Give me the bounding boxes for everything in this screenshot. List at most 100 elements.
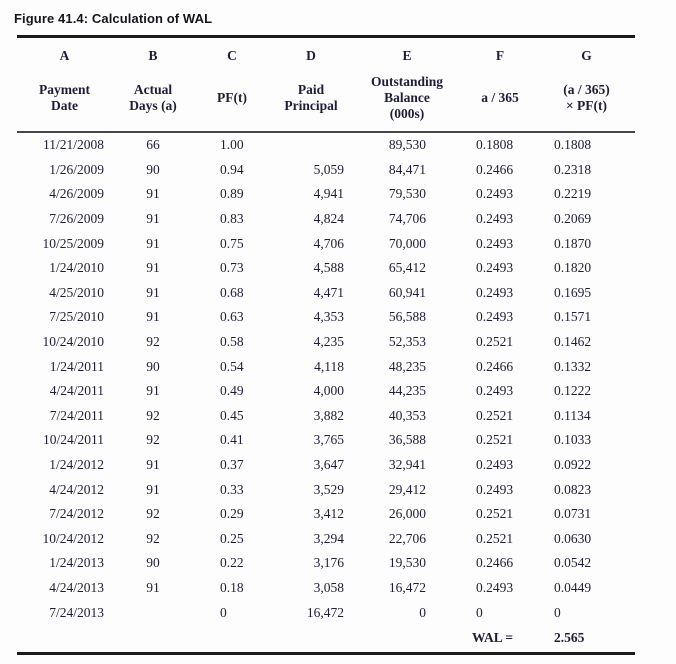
header-outstanding-balance: Outstanding Balance (000s) xyxy=(352,70,462,133)
table-cell: 0.1820 xyxy=(554,260,592,276)
table-cell: 91 xyxy=(146,235,160,251)
table-cell: 0.0449 xyxy=(554,579,592,595)
table-cell: 4/24/2013 xyxy=(49,579,104,595)
table-cell: 0.18 xyxy=(220,579,244,595)
table-cell: 91 xyxy=(146,284,160,300)
wal-calculation-table: A B C D E F G Payment Date Actual Days (… xyxy=(17,35,635,655)
table-cell: 3,294 xyxy=(313,530,344,546)
table-cell: 0.94 xyxy=(220,161,244,177)
column-letters-row: A B C D E F G xyxy=(17,37,635,71)
table-row: 7/24/2012 92 0.29 3,412 26,000 0.2521 0.0731 xyxy=(17,502,635,527)
table-cell: 0.2521 xyxy=(476,506,514,522)
table-cell: 79,530 xyxy=(388,186,426,202)
table-cell: 4,824 xyxy=(313,211,344,227)
table-cell: 90 xyxy=(146,161,160,177)
table-cell xyxy=(270,132,352,158)
table-cell: 7/26/2009 xyxy=(49,211,104,227)
table-cell: 0.2318 xyxy=(554,161,592,177)
table-cell: 74,706 xyxy=(388,211,426,227)
table-cell: 0.2493 xyxy=(476,211,514,227)
table-row: 4/24/2012 91 0.33 3,529 29,412 0.2493 0.0823 xyxy=(17,477,635,502)
column-letter-f: F xyxy=(495,48,505,63)
table-cell: 0.2493 xyxy=(476,457,514,473)
column-letter-b: B xyxy=(148,48,158,63)
table-cell: 10/25/2009 xyxy=(42,235,104,251)
table-cell: 4,588 xyxy=(313,260,344,276)
table-cell: 5,059 xyxy=(313,161,344,177)
table-cell: 4,118 xyxy=(314,358,344,374)
table-cell: 0.83 xyxy=(220,211,244,227)
table-cell: 60,941 xyxy=(388,284,426,300)
table-cell: 0.2521 xyxy=(476,334,514,350)
table-row: 11/21/2008 66 1.00 89,530 0.1808 0.1808 xyxy=(17,132,635,158)
table-row: 1/24/2012 91 0.37 3,647 32,941 0.2493 0.0922 xyxy=(17,453,635,478)
table-row: 7/24/2011 92 0.45 3,882 40,353 0.2521 0.1134 xyxy=(17,404,635,429)
table-row: 10/24/2010 92 0.58 4,235 52,353 0.2521 0.1462 xyxy=(17,330,635,355)
table-cell: 44,235 xyxy=(388,383,426,399)
table-cell: 0.1870 xyxy=(554,235,592,251)
table-cell: 3,765 xyxy=(313,432,344,448)
table-cell: 91 xyxy=(146,457,160,473)
table-cell: 10/24/2011 xyxy=(42,432,104,448)
table-cell: 90 xyxy=(146,358,160,374)
table-cell: 16,472 xyxy=(306,604,344,620)
table-cell: 92 xyxy=(146,432,160,448)
table-cell: 0.2493 xyxy=(476,579,514,595)
table-cell: 92 xyxy=(146,407,160,423)
table-cell: 66 xyxy=(146,137,160,153)
table-cell: 36,588 xyxy=(388,432,426,448)
wal-value: 2.565 xyxy=(554,630,585,646)
table-cell: 0.2493 xyxy=(476,383,514,399)
table-cell: 90 xyxy=(146,555,160,571)
table-cell: 0.89 xyxy=(220,186,244,202)
table-cell: 91 xyxy=(146,186,160,202)
table-cell: 4,941 xyxy=(313,186,344,202)
table-cell: 56,588 xyxy=(388,309,426,325)
table-cell: 4,000 xyxy=(313,383,344,399)
table-row: 1/24/2010 91 0.73 4,588 65,412 0.2493 0.1820 xyxy=(17,256,635,281)
table-cell: 1/26/2009 xyxy=(49,161,104,177)
table-cell: 19,530 xyxy=(388,555,426,571)
table-row: 10/25/2009 91 0.75 4,706 70,000 0.2493 0.1870 xyxy=(17,231,635,256)
table-cell: 0.1033 xyxy=(554,432,592,448)
table-cell: 0 xyxy=(476,604,483,620)
table-cell: 0.2493 xyxy=(476,260,514,276)
table-cell: 4/24/2011 xyxy=(49,383,104,399)
table-cell: 92 xyxy=(146,506,160,522)
table-cell: 0.1462 xyxy=(554,334,592,350)
table-cell: 91 xyxy=(146,260,160,276)
table-cell: 0.2493 xyxy=(476,309,514,325)
wal-total-row: WAL = 2.565 xyxy=(17,625,635,654)
table-cell: 40,353 xyxy=(388,407,426,423)
table-cell: 0.0731 xyxy=(554,506,592,522)
table-cell: 0.2521 xyxy=(476,530,514,546)
table-cell: 0.0823 xyxy=(554,481,592,497)
table-body: 11/21/2008 66 1.00 89,530 0.1808 0.1808 1/26/2… xyxy=(17,132,635,653)
table-cell: 1/24/2013 xyxy=(49,555,104,571)
table-cell: 48,235 xyxy=(388,358,426,374)
column-headers-row: Payment Date Actual Days (a) PF(t) Paid … xyxy=(17,70,635,133)
table-cell: 0.41 xyxy=(220,432,244,448)
table-row: 7/26/2009 91 0.83 4,824 74,706 0.2493 0.2069 xyxy=(17,207,635,232)
table-row: 1/24/2013 90 0.22 3,176 19,530 0.2466 0.0542 xyxy=(17,551,635,576)
table-cell: 91 xyxy=(146,579,160,595)
column-letter-c: C xyxy=(227,48,237,63)
table-row: 4/26/2009 91 0.89 4,941 79,530 0.2493 0.2219 xyxy=(17,182,635,207)
table-cell: 91 xyxy=(146,309,160,325)
table-cell: 91 xyxy=(146,383,160,399)
column-letter-e: E xyxy=(402,48,412,63)
table-row: 4/25/2010 91 0.68 4,471 60,941 0.2493 0.1695 xyxy=(17,281,635,306)
header-paid-principal: Paid Principal xyxy=(270,70,352,133)
table-cell: 0.1695 xyxy=(554,284,592,300)
table-cell: 11/21/2008 xyxy=(42,137,104,153)
table-cell: 70,000 xyxy=(388,235,426,251)
table-cell: 4,235 xyxy=(313,334,344,350)
header-pf-t: PF(t) xyxy=(194,70,270,133)
table-header: A B C D E F G Payment Date Actual Days (… xyxy=(17,37,635,133)
table-cell: 16,472 xyxy=(388,579,426,595)
table-cell: 84,471 xyxy=(388,161,426,177)
table-cell: 0.2493 xyxy=(476,186,514,202)
table-cell: 4/25/2010 xyxy=(49,284,104,300)
table-cell: 0.54 xyxy=(220,358,244,374)
table-cell: 0.58 xyxy=(220,334,244,350)
